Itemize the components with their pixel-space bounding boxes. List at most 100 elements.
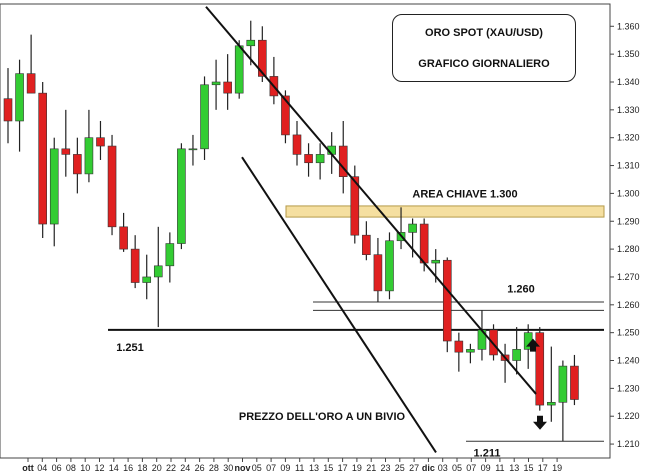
candle-body — [15, 73, 24, 122]
candle-body — [177, 148, 186, 244]
y-tick-label: 1.210 — [617, 439, 640, 449]
y-tick-label: 1.320 — [617, 133, 640, 143]
y-tick-label: 1.360 — [617, 21, 640, 31]
x-tick-label: 16 — [123, 463, 133, 473]
candle-body — [489, 329, 498, 356]
y-tick-label: 1.260 — [617, 300, 640, 310]
candle-body — [73, 154, 82, 175]
x-tick-label: 09 — [481, 463, 491, 473]
candle-body — [431, 259, 441, 264]
candle-body — [292, 134, 302, 155]
x-tick-label: 28 — [209, 463, 219, 473]
candle-body — [234, 45, 244, 94]
x-tick-label: ott — [22, 463, 34, 473]
key-area-zone — [285, 205, 605, 218]
candle-body — [350, 176, 360, 236]
x-tick-label: 22 — [166, 463, 176, 473]
candles — [3, 20, 579, 442]
x-tick-label: 05 — [452, 463, 462, 473]
x-tick-label: 27 — [409, 463, 419, 473]
x-tick-label: 09 — [280, 463, 290, 473]
x-tick-label: 14 — [109, 463, 119, 473]
x-tick-label: nov — [234, 463, 250, 473]
candle-body — [408, 223, 417, 233]
x-tick-label: 23 — [380, 463, 390, 473]
key-area-label: AREA CHIAVE 1.300 — [412, 188, 517, 200]
candle-body — [570, 365, 579, 400]
channel-lower-line — [241, 156, 437, 453]
x-tick-label: 12 — [94, 463, 104, 473]
x-tick-label: 13 — [509, 463, 519, 473]
x-tick-label: 30 — [223, 463, 233, 473]
y-tick-label: 1.330 — [617, 105, 640, 115]
x-tick-label: 07 — [466, 463, 476, 473]
candle-body — [223, 81, 232, 94]
channel-trendlines — [205, 6, 537, 453]
candle-body — [96, 137, 105, 147]
x-tick-label: 04 — [37, 463, 47, 473]
x-tick-label: 08 — [66, 463, 76, 473]
x-axis: ott 04 06 08 10 12 14 16 18 20 22 24 26 28 30 nov 05 07 09… — [22, 458, 562, 473]
y-tick-label: 1.350 — [617, 49, 640, 59]
x-tick-label: 26 — [195, 463, 205, 473]
y-tick-label: 1.290 — [617, 216, 640, 226]
x-tick-label: 05 — [252, 463, 262, 473]
candle-body — [315, 154, 325, 164]
level-1251-label: 1.251 — [116, 342, 144, 354]
x-tick-label: 17 — [538, 463, 548, 473]
x-tick-label: 24 — [180, 463, 190, 473]
candle-body — [246, 39, 256, 47]
candle-body — [211, 81, 221, 86]
y-tick-label: 1.340 — [617, 77, 640, 87]
candle-body — [119, 226, 128, 250]
x-tick-label: 11 — [495, 463, 504, 473]
x-tick-label: 15 — [523, 463, 533, 473]
x-tick-label: 25 — [395, 463, 405, 473]
chart-caption: PREZZO DELL'ORO A UN BIVIO — [239, 411, 406, 423]
x-tick-label: 17 — [338, 463, 348, 473]
y-tick-label: 1.300 — [617, 188, 640, 198]
candle-body — [84, 137, 94, 175]
candle-body — [153, 265, 163, 278]
candle-body — [558, 365, 568, 403]
candle-body — [373, 254, 383, 292]
candle-body — [49, 148, 59, 225]
x-tick-label: 07 — [266, 463, 276, 473]
chart-subtitle: GRAFICO GIORNALIERO — [418, 58, 550, 70]
level-1211-label: 1.211 — [474, 447, 501, 459]
y-axis: 1.210 1.220 1.230 1.240 1.250 1.260 1.270 1.280… — [610, 21, 640, 449]
y-tick-label: 1.230 — [617, 383, 640, 393]
candle-body — [419, 223, 429, 264]
candle-body — [362, 234, 371, 255]
y-tick-label: 1.280 — [617, 244, 640, 254]
y-tick-label: 1.310 — [617, 161, 640, 171]
x-tick-label: dic — [422, 463, 435, 473]
x-tick-label: 11 — [295, 463, 304, 473]
candle-body — [142, 276, 152, 283]
candle-body — [442, 259, 452, 342]
candle-body — [454, 340, 464, 353]
candle-body — [466, 349, 475, 353]
x-tick-label: 15 — [323, 463, 333, 473]
x-tick-label: 18 — [137, 463, 147, 473]
x-tick-label: 20 — [152, 463, 162, 473]
candle-body — [304, 154, 313, 164]
x-tick-label: 03 — [438, 463, 448, 473]
channel-upper-line — [205, 6, 537, 395]
candle-body — [258, 39, 267, 77]
candle-body — [61, 148, 71, 155]
candle-body — [281, 95, 290, 136]
candle-body — [512, 349, 521, 361]
candle-body — [38, 92, 47, 225]
x-tick-label: 21 — [366, 463, 376, 473]
candle-body — [547, 401, 556, 406]
x-tick-label: 13 — [309, 463, 319, 473]
x-tick-label: 10 — [80, 463, 90, 473]
chart-title: ORO SPOT (XAU/USD) — [425, 27, 543, 39]
candle-body — [107, 145, 117, 228]
candle-body — [26, 73, 36, 94]
y-tick-label: 1.240 — [617, 356, 640, 366]
candle-body — [130, 248, 140, 283]
arrow-down-icon — [533, 415, 547, 430]
x-tick-label: 19 — [552, 463, 562, 473]
